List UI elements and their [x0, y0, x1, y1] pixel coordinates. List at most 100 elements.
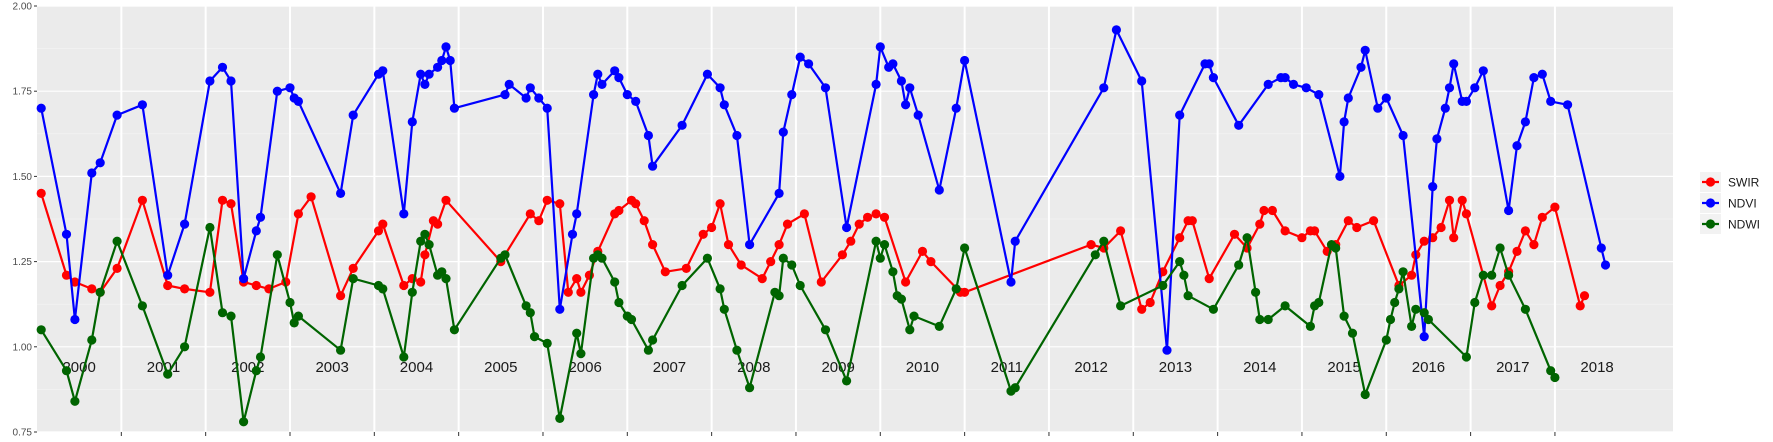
data-point-ndwi — [239, 417, 249, 427]
data-point-ndvi — [87, 168, 97, 178]
data-point-swir — [433, 219, 443, 229]
data-point-swir — [306, 192, 316, 202]
data-point-ndvi — [378, 66, 388, 76]
data-point-ndvi — [1512, 141, 1522, 151]
y-axis: 0.75 1.00 1.25 1.50 1.75 2.00 — [13, 2, 37, 439]
data-point-ndwi — [378, 284, 388, 294]
year-label: 2007 — [653, 359, 686, 376]
data-point-ndwi — [1520, 304, 1530, 314]
data-point-ndwi — [416, 236, 426, 246]
data-point-swir — [1137, 304, 1147, 314]
data-point-ndwi — [960, 243, 970, 253]
data-point-ndvi — [336, 188, 346, 198]
data-point-ndvi — [1461, 96, 1471, 106]
data-point-swir — [1280, 226, 1290, 236]
data-point-ndwi — [437, 267, 447, 277]
data-point-ndwi — [614, 297, 624, 308]
data-point-swir — [1575, 301, 1585, 311]
data-point-ndvi — [888, 59, 898, 69]
data-point-swir — [1550, 202, 1560, 212]
year-label: 2013 — [1159, 359, 1192, 376]
data-point-ndwi — [1158, 280, 1168, 291]
data-point-ndvi — [934, 185, 944, 195]
year-label: 2012 — [1074, 359, 1107, 376]
data-point-ndvi — [239, 274, 249, 284]
data-point-swir — [555, 199, 565, 209]
data-point-swir — [378, 219, 388, 229]
data-point-ndvi — [614, 73, 624, 83]
data-point-ndwi — [217, 308, 228, 318]
data-point-ndvi — [951, 103, 961, 113]
data-point-ndvi — [407, 117, 417, 127]
data-point-ndwi — [888, 267, 898, 277]
data-point-swir — [774, 240, 784, 250]
data-point-ndwi — [163, 369, 173, 379]
year-label: 2015 — [1327, 359, 1360, 376]
minor-gridlines — [37, 48, 1673, 390]
data-point-swir — [399, 280, 409, 291]
data-point-ndvi — [1137, 76, 1147, 86]
data-point-ndwi — [1280, 301, 1290, 311]
data-point-ndvi — [610, 66, 620, 76]
data-point-ndvi — [1111, 25, 1121, 35]
data-point-swir — [863, 212, 873, 222]
data-point-ndwi — [348, 274, 358, 284]
data-point-ndvi — [500, 90, 510, 100]
data-point-swir — [572, 274, 582, 284]
data-point-ndwi — [521, 301, 531, 311]
year-label: 2008 — [737, 359, 770, 376]
data-point-ndwi — [871, 236, 881, 246]
data-point-ndvi — [251, 226, 261, 236]
data-point-ndvi — [1428, 182, 1438, 192]
data-point-ndvi — [804, 59, 814, 69]
data-point-ndwi — [1208, 304, 1218, 314]
data-point-ndvi — [424, 69, 434, 79]
data-point-swir — [816, 277, 826, 287]
data-point-ndwi — [643, 345, 654, 355]
data-point-swir — [782, 219, 793, 229]
data-point-ndwi — [226, 311, 236, 321]
legend-key-point — [1705, 198, 1716, 208]
data-point-ndvi — [745, 240, 755, 250]
data-point-swir — [348, 263, 358, 273]
data-point-ndwi — [778, 253, 788, 263]
data-point-swir — [698, 229, 708, 239]
data-point-ndvi — [905, 83, 915, 93]
data-point-ndvi — [1419, 332, 1429, 342]
data-point-swir — [1352, 222, 1362, 233]
data-point-swir — [1255, 219, 1265, 229]
data-point-swir — [854, 219, 864, 229]
data-point-ndvi — [643, 130, 654, 141]
data-point-swir — [1512, 246, 1522, 256]
data-point-swir — [534, 216, 544, 226]
data-point-ndwi — [610, 277, 620, 287]
data-point-ndvi — [622, 90, 632, 100]
data-point-ndwi — [1010, 383, 1020, 393]
data-point-swir — [799, 209, 810, 219]
data-point-ndvi — [1006, 277, 1016, 287]
data-point-ndvi — [597, 79, 607, 89]
data-point-ndwi — [1461, 352, 1471, 362]
data-point-ndwi — [896, 294, 907, 304]
data-point-swir — [87, 284, 97, 294]
data-point-ndwi — [420, 229, 430, 239]
data-point-swir — [960, 287, 970, 297]
data-point-ndwi — [205, 222, 215, 233]
data-point-swir — [1579, 291, 1590, 301]
data-point-swir — [871, 209, 881, 219]
data-point-swir — [901, 277, 911, 287]
data-point-ndwi — [1487, 270, 1497, 280]
data-point-ndwi — [336, 345, 346, 355]
data-point-ndwi — [500, 250, 510, 260]
legend-label: NDWI — [1728, 218, 1760, 232]
series-ndvi — [36, 25, 1611, 355]
data-point-ndwi — [272, 250, 282, 260]
data-point-ndvi — [399, 209, 409, 219]
data-point-ndvi — [1504, 205, 1514, 216]
data-point-ndvi — [521, 93, 531, 103]
data-point-swir — [736, 260, 746, 270]
data-point-ndvi — [1529, 73, 1539, 83]
data-point-swir — [723, 240, 734, 250]
year-label: 2010 — [906, 359, 939, 376]
